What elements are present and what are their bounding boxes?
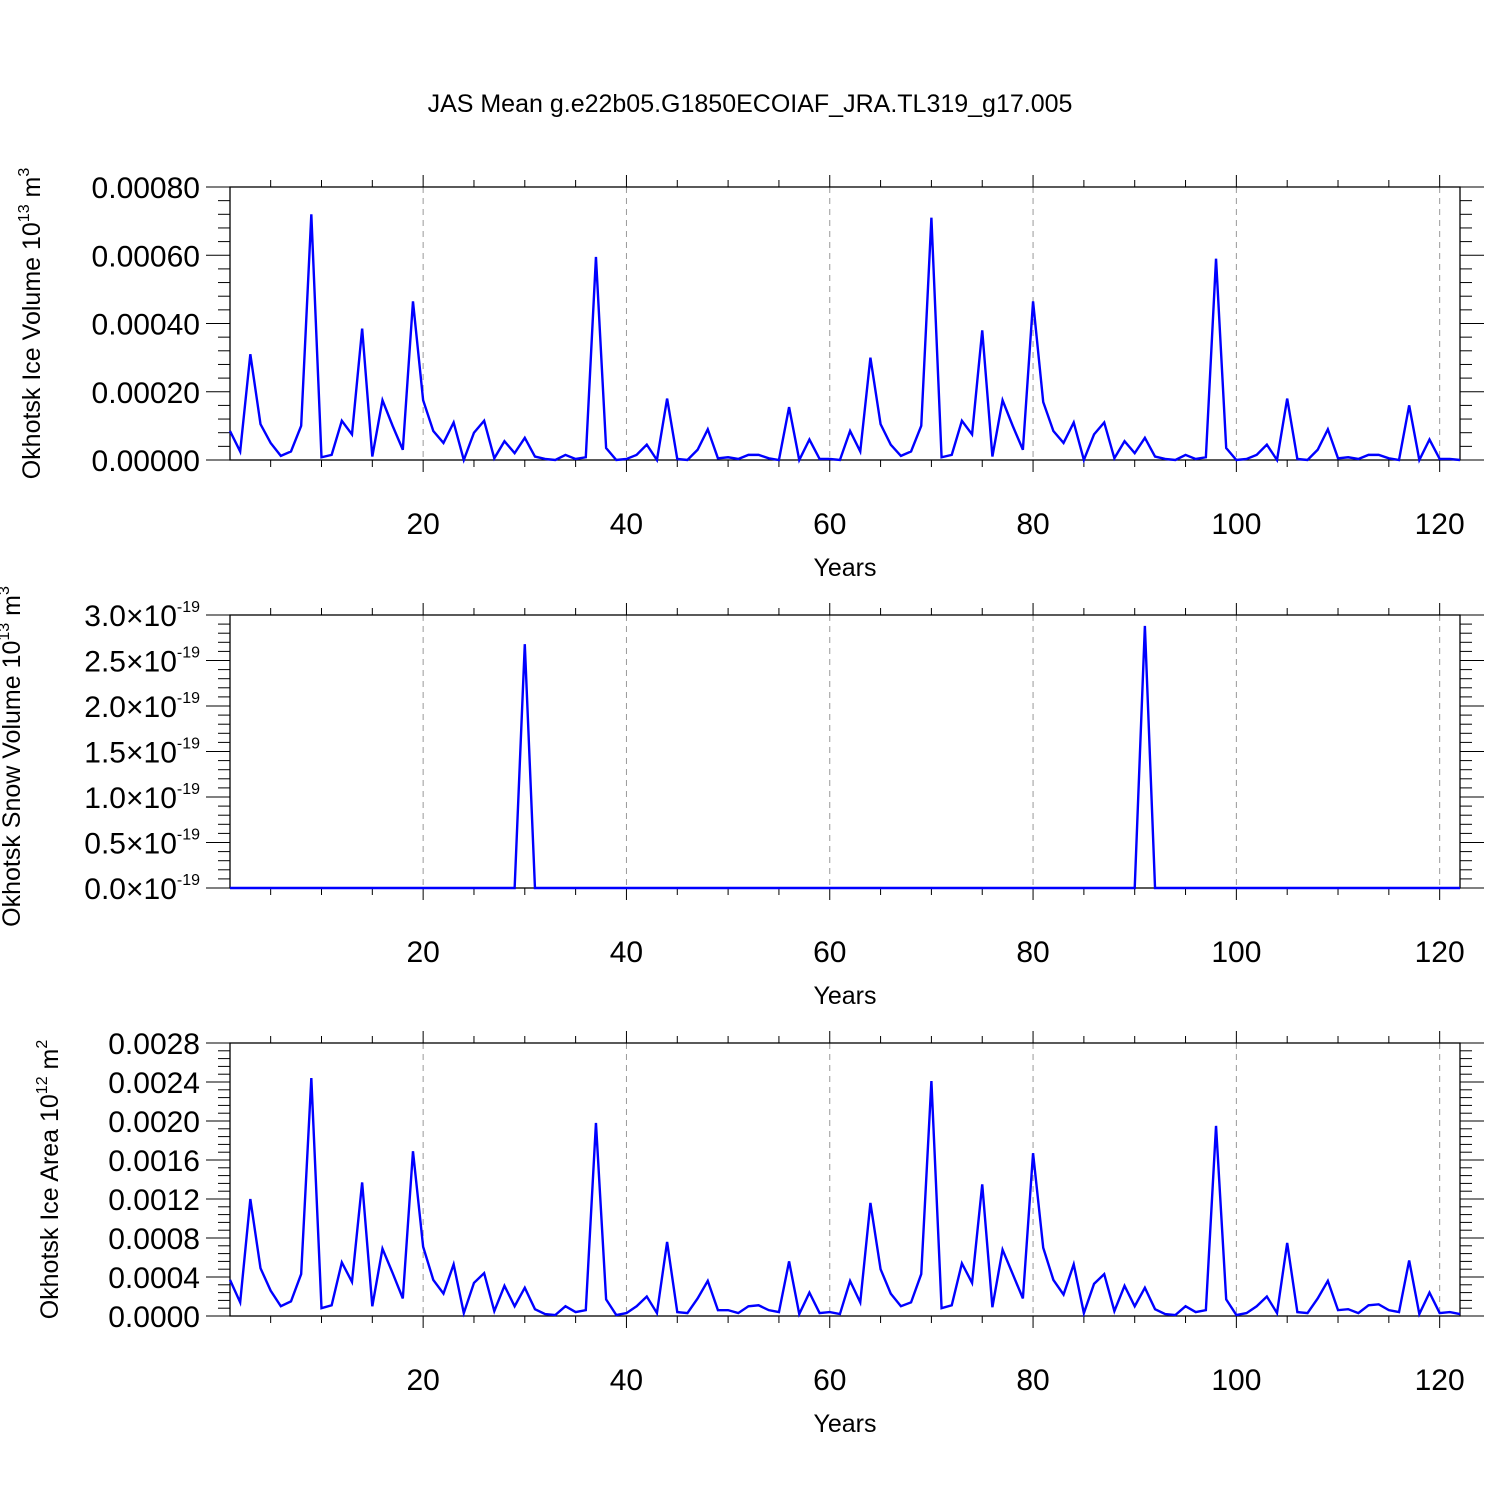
figure-title: JAS Mean g.e22b05.G1850ECOIAF_JRA.TL319_… (428, 90, 1073, 118)
x-tick-label: 40 (610, 508, 643, 541)
y-tick-label: 0.0004 (108, 1262, 200, 1295)
x-tick-label: 20 (406, 1364, 439, 1397)
x-axis-title: Years (813, 1410, 876, 1438)
y-tick-label: 0.0×10-19 (84, 872, 200, 906)
y-tick-label: 1.5×10-19 (84, 736, 200, 770)
y-tick-label: 0.00060 (92, 240, 200, 273)
x-tick-label: 100 (1211, 1364, 1261, 1397)
plot-frame (229, 614, 1461, 889)
y-tick-label: 0.00000 (92, 445, 200, 478)
x-tick-label: 60 (813, 936, 846, 969)
x-axis-title: Years (813, 982, 876, 1010)
y-tick-label: 0.0012 (108, 1184, 200, 1217)
y-axis-title: Okhotsk Snow Volume 1013 m3 (0, 586, 26, 927)
x-axis-title: Years (813, 554, 876, 582)
x-tick-label: 40 (610, 936, 643, 969)
panels: 0.00000 0.00020 0.00040 0.00060 0.00080 20 40 6… (0, 168, 1484, 1438)
y-axis-title: Okhotsk Ice Area 1012 m2 (34, 1040, 64, 1320)
y-tick-label: 0.00020 (92, 377, 200, 410)
panel-snow-volume: 0.0×10-19 0.5×10-19 1.0×10-19 1.5×10-19 2.0×… (0, 586, 1484, 1010)
y-tick-label: 0.0016 (108, 1145, 200, 1178)
y-tick-label: 0.0008 (108, 1223, 200, 1256)
x-tick-label: 20 (406, 508, 439, 541)
y-tick-label: 2.5×10-19 (84, 645, 200, 679)
series-line (228, 214, 1461, 464)
y-tick-label: 0.00040 (92, 309, 200, 342)
x-tick-label: 60 (813, 508, 846, 541)
y-tick-label: 0.0020 (108, 1106, 200, 1139)
y-tick-label: 1.0×10-19 (84, 781, 200, 815)
series-line (228, 1078, 1461, 1318)
y-tick-label: 0.0028 (108, 1028, 200, 1061)
x-tick-label: 120 (1415, 1364, 1465, 1397)
panel-ice-area: 0.0000 0.0004 0.0008 0.0012 0.0016 0.0020 0.00… (34, 1028, 1484, 1438)
plot-frame (229, 1042, 1461, 1317)
x-tick-label: 40 (610, 1364, 643, 1397)
y-tick-label: 0.00080 (92, 172, 200, 205)
x-tick-label: 60 (813, 1364, 846, 1397)
series-line (230, 625, 1460, 890)
panel-ice-volume: 0.00000 0.00020 0.00040 0.00060 0.00080 20 40 6… (16, 168, 1484, 582)
x-tick-label: 20 (406, 936, 439, 969)
y-tick-label: 3.0×10-19 (84, 599, 200, 633)
x-tick-label: 80 (1016, 936, 1049, 969)
y-tick-label: 0.0024 (108, 1067, 200, 1100)
x-tick-label: 120 (1415, 936, 1465, 969)
x-tick-label: 80 (1016, 1364, 1049, 1397)
x-tick-label: 80 (1016, 508, 1049, 541)
x-tick-label: 100 (1211, 508, 1261, 541)
y-tick-label: 2.0×10-19 (84, 690, 200, 724)
y-axis-title: Okhotsk Ice Volume 1013 m3 (16, 168, 46, 480)
x-tick-label: 100 (1211, 936, 1261, 969)
x-tick-label: 120 (1415, 508, 1465, 541)
y-tick-label: 0.0000 (108, 1301, 200, 1334)
y-tick-label: 0.5×10-19 (84, 827, 200, 861)
